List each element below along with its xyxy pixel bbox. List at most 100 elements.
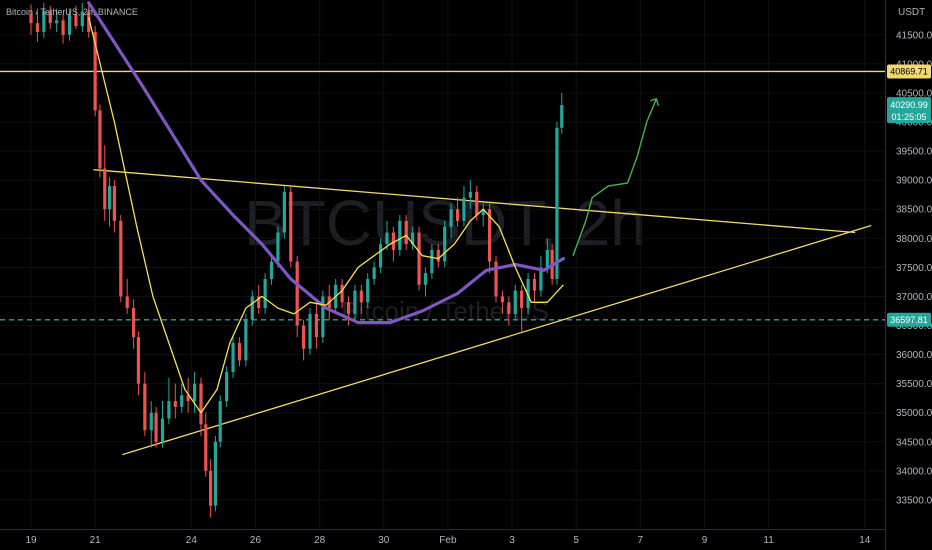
candle-body bbox=[468, 191, 472, 198]
candle-body bbox=[257, 296, 261, 309]
y-tick-label: 38500.00 bbox=[896, 205, 932, 216]
candle-body bbox=[80, 11, 84, 27]
candle-body bbox=[93, 31, 97, 111]
grid bbox=[0, 0, 885, 529]
candle-body bbox=[208, 470, 213, 506]
candle-body bbox=[494, 261, 498, 297]
last-price-tag: 40290.99 01:25:05 bbox=[887, 97, 931, 124]
candle-body bbox=[244, 319, 248, 361]
candle-body bbox=[107, 185, 112, 210]
candle-body bbox=[346, 302, 351, 314]
svg-text:36597.81: 36597.81 bbox=[890, 315, 928, 325]
x-tick-label: 26 bbox=[250, 535, 262, 546]
candle-body bbox=[455, 209, 460, 221]
y-tick-label: 36000.00 bbox=[896, 350, 932, 361]
x-axis-ticks: 19 21 24 26 28 30 Feb 3 5 7 9 11 14 bbox=[25, 535, 870, 546]
candle-body bbox=[237, 342, 242, 361]
currency-label: USDT bbox=[898, 7, 925, 18]
candle-body bbox=[436, 249, 440, 262]
candle-body bbox=[423, 273, 428, 285]
candle-body bbox=[443, 226, 447, 262]
candle-body bbox=[560, 105, 564, 128]
candle-body bbox=[87, 11, 91, 32]
candle-body bbox=[136, 337, 141, 384]
candle-body bbox=[263, 278, 267, 309]
candle-body bbox=[29, 14, 33, 24]
candle-body bbox=[391, 232, 395, 250]
candle-body bbox=[366, 278, 370, 303]
x-tick-label: 24 bbox=[186, 535, 198, 546]
symbol-title: Bitcoin / TetherUS, 2h, BINANCE bbox=[6, 7, 138, 17]
candle-body bbox=[289, 191, 293, 262]
y-tick-label: 34500.00 bbox=[896, 437, 932, 448]
moving-average-fast bbox=[88, 17, 564, 414]
candle-body bbox=[301, 325, 306, 349]
candle-body bbox=[269, 261, 274, 279]
candle-body bbox=[404, 220, 408, 245]
candle-body bbox=[545, 249, 549, 268]
bar-countdown: 01:25:05 bbox=[891, 112, 926, 122]
trendline-upper bbox=[93, 169, 856, 234]
y-tick-label: 35000.00 bbox=[896, 408, 932, 419]
candles bbox=[29, 2, 564, 518]
svg-text:40869.71: 40869.71 bbox=[890, 67, 928, 77]
x-tick-label: 14 bbox=[859, 535, 871, 546]
y-tick-label: 34000.00 bbox=[896, 466, 932, 477]
candle-body bbox=[112, 185, 116, 221]
candle-body bbox=[143, 383, 147, 431]
horizontal-lines bbox=[0, 70, 885, 321]
y-tick-label: 39500.00 bbox=[896, 147, 932, 158]
candle-body bbox=[481, 209, 485, 216]
candle-body bbox=[340, 284, 344, 303]
x-tick-label: 7 bbox=[638, 535, 644, 546]
x-tick-label: 19 bbox=[25, 535, 37, 546]
candle-body bbox=[411, 232, 415, 245]
candle-body bbox=[507, 302, 511, 314]
candle-body bbox=[132, 308, 136, 338]
candle-body bbox=[149, 412, 153, 431]
candle-body bbox=[359, 290, 363, 303]
candle-body bbox=[42, 11, 46, 32]
candle-body bbox=[173, 401, 177, 407]
candle-body bbox=[55, 20, 59, 24]
candle-body bbox=[475, 191, 479, 216]
candle-body bbox=[430, 249, 434, 274]
y-tick-label: 38000.00 bbox=[896, 234, 932, 245]
y-tick-label: 39000.00 bbox=[896, 176, 932, 187]
x-tick-label: 9 bbox=[702, 535, 708, 546]
y-tick-label: 35500.00 bbox=[896, 379, 932, 390]
candle-body bbox=[314, 313, 319, 338]
resistance-tag: 40869.71 bbox=[887, 64, 931, 79]
x-tick-label: 11 bbox=[763, 535, 774, 546]
y-tick-label: 33500.00 bbox=[896, 495, 932, 506]
candle-body bbox=[462, 197, 466, 221]
candle-body bbox=[555, 127, 559, 279]
candle-body bbox=[192, 383, 197, 402]
candle-body bbox=[154, 412, 158, 442]
candle-body bbox=[48, 11, 52, 24]
candle-body bbox=[539, 267, 543, 291]
moving-averages bbox=[87, 1, 566, 414]
candle-body bbox=[398, 220, 402, 250]
candle-body bbox=[532, 278, 537, 291]
y-tick-label: 41500.00 bbox=[896, 30, 932, 41]
candle-body bbox=[321, 296, 325, 338]
x-tick-label: 28 bbox=[314, 535, 326, 546]
candle-body bbox=[186, 395, 190, 402]
candle-body bbox=[199, 383, 203, 425]
candle-body bbox=[526, 278, 530, 309]
y-tick-label: 37000.00 bbox=[896, 292, 932, 303]
candle-body bbox=[417, 232, 421, 285]
trendline-lower bbox=[122, 224, 872, 456]
candle-body bbox=[385, 232, 389, 245]
candle-body bbox=[353, 290, 357, 314]
candle-body bbox=[513, 290, 517, 314]
candle-body bbox=[218, 401, 222, 442]
candle-body bbox=[61, 20, 65, 35]
candle-body bbox=[213, 441, 218, 506]
x-tick-label: 21 bbox=[90, 535, 102, 546]
candle-body bbox=[295, 261, 299, 326]
candle-body bbox=[449, 209, 453, 227]
